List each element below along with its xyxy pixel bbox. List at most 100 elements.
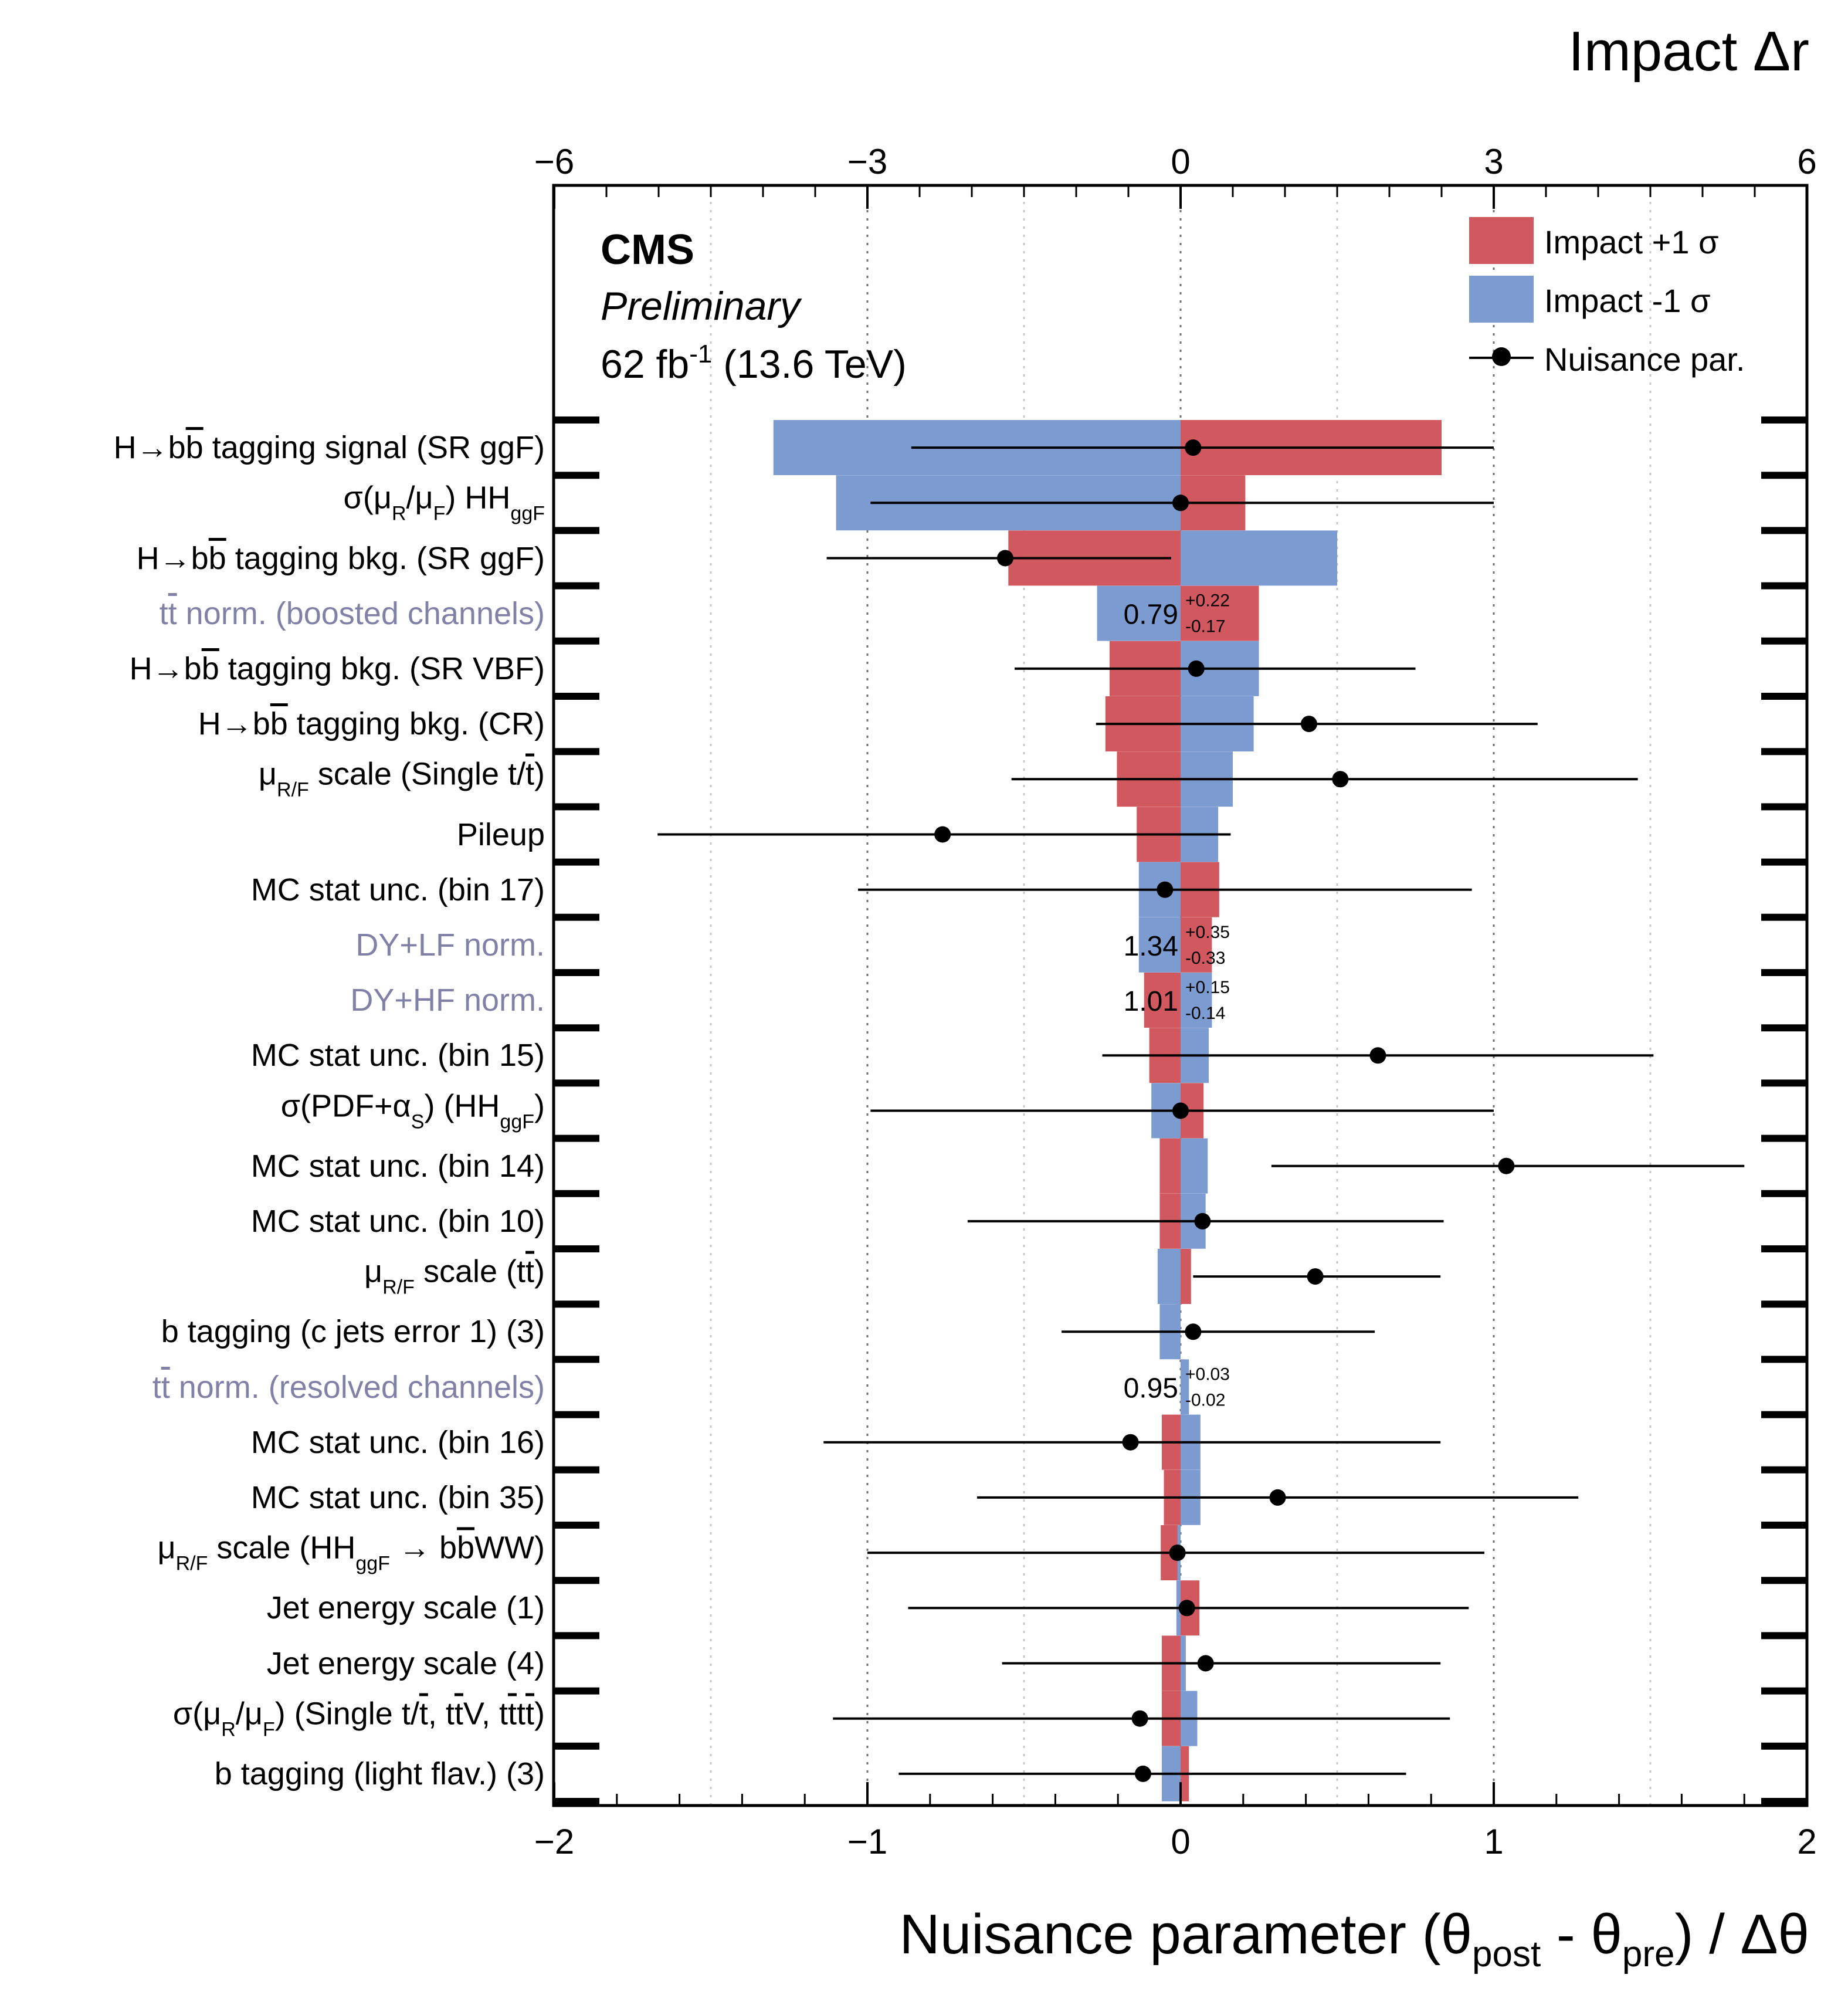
row-label: MC stat unc. (bin 14) bbox=[250, 1148, 545, 1184]
np-point bbox=[1172, 1102, 1189, 1119]
np-point bbox=[934, 826, 951, 843]
rate-value: 0.79 bbox=[1124, 599, 1178, 631]
np-point bbox=[1498, 1157, 1515, 1174]
bottom-title-c: ) / Δθ bbox=[1674, 1903, 1810, 1966]
lumi-value: 62 fb bbox=[601, 342, 690, 387]
row-label: Jet energy scale (1) bbox=[266, 1590, 545, 1626]
bottom-title-sub2: pre bbox=[1622, 1934, 1675, 1974]
row-label: tt norm. (boosted channels) bbox=[159, 595, 545, 631]
rate-up: +0.03 bbox=[1185, 1365, 1230, 1384]
bottom-axis-tick-label: 2 bbox=[1797, 1822, 1816, 1861]
experiment-label: CMS Preliminary 62 fb-1 (13.6 TeV) bbox=[601, 229, 907, 384]
top-axis-tick-label: 6 bbox=[1797, 142, 1816, 181]
row-label: MC stat unc. (bin 10) bbox=[250, 1203, 545, 1239]
row-label: DY+LF norm. bbox=[355, 927, 545, 963]
row-label: μR/F scale (Single t/t) bbox=[258, 756, 545, 801]
top-axis-tick-label: 3 bbox=[1484, 142, 1503, 181]
row-label: Jet energy scale (4) bbox=[266, 1645, 545, 1681]
row-label: H→bb tagging signal (SR ggF) bbox=[113, 430, 545, 466]
legend-dot-np bbox=[1492, 347, 1511, 366]
np-point bbox=[1172, 494, 1189, 512]
np-point bbox=[1185, 1323, 1202, 1340]
rate-value: 1.01 bbox=[1124, 986, 1178, 1017]
np-point bbox=[1185, 439, 1202, 456]
legend-swatch-minus bbox=[1469, 276, 1534, 323]
row-label: H→bb tagging bkg. (CR) bbox=[198, 706, 545, 742]
row-label: σ(μR/μF) HHggF bbox=[343, 480, 545, 525]
impact-bar-minus bbox=[1157, 1249, 1181, 1304]
np-point bbox=[1197, 1655, 1214, 1672]
row-label: MC stat unc. (bin 16) bbox=[250, 1424, 545, 1460]
rate-down: -0.02 bbox=[1185, 1391, 1225, 1410]
np-point bbox=[996, 550, 1013, 567]
bottom-axis-tick-label: 0 bbox=[1171, 1822, 1190, 1861]
top-axis-tick-label: 0 bbox=[1171, 142, 1190, 181]
bottom-title-a: Nuisance parameter (θ bbox=[899, 1903, 1472, 1966]
row-label: H→bb tagging bkg. (SR ggF) bbox=[136, 540, 545, 576]
row-label: σ(PDF+αS) (HHggF) bbox=[280, 1088, 545, 1133]
bottom-axis-title: Nuisance parameter (θpost - θpre) / Δθ bbox=[900, 1906, 1809, 1973]
legend-marker-np bbox=[1469, 347, 1534, 366]
row-label: MC stat unc. (bin 15) bbox=[250, 1038, 545, 1073]
cms-label: CMS bbox=[601, 226, 694, 273]
bottom-axis-tick-label: −1 bbox=[847, 1822, 887, 1861]
np-point bbox=[1269, 1489, 1286, 1506]
top-axis-title: Impact Δr bbox=[1568, 20, 1809, 83]
impact-bar-minus bbox=[1181, 530, 1337, 586]
impact-bar-plus bbox=[1144, 973, 1181, 1028]
row-label: σ(μR/μF) (Single t/t, ttV, tttt) bbox=[172, 1696, 545, 1741]
top-axis-tick-label: −3 bbox=[847, 142, 887, 181]
np-point bbox=[1188, 660, 1205, 677]
np-point bbox=[1169, 1544, 1186, 1562]
legend-label-minus: Impact -1 σ bbox=[1544, 282, 1711, 319]
rate-down: -0.33 bbox=[1185, 949, 1225, 968]
np-point bbox=[1122, 1434, 1139, 1451]
row-label: b tagging (c jets error 1) (3) bbox=[161, 1314, 545, 1350]
rate-up: +0.35 bbox=[1185, 923, 1230, 942]
row-label: tt norm. (resolved channels) bbox=[152, 1369, 545, 1405]
np-point bbox=[1134, 1765, 1151, 1782]
np-point bbox=[1332, 771, 1349, 788]
rate-value: 0.95 bbox=[1124, 1373, 1178, 1404]
top-axis-tick-label: −6 bbox=[534, 142, 574, 181]
bottom-axis-tick-label: 1 bbox=[1484, 1822, 1503, 1861]
energy-value: (13.6 TeV) bbox=[712, 342, 907, 387]
row-label: μR/F scale (tt) bbox=[364, 1254, 545, 1299]
rate-down: -0.14 bbox=[1185, 1004, 1225, 1023]
bottom-title-sub1: post bbox=[1471, 1934, 1541, 1974]
np-point bbox=[1194, 1212, 1211, 1229]
row-label: Pileup bbox=[456, 817, 545, 852]
row-label: MC stat unc. (bin 35) bbox=[250, 1479, 545, 1515]
rate-up: +0.15 bbox=[1185, 978, 1230, 997]
np-point bbox=[1369, 1047, 1386, 1064]
impact-bar-plus bbox=[1181, 585, 1259, 641]
np-point bbox=[1157, 881, 1174, 898]
rate-down: -0.17 bbox=[1185, 617, 1225, 636]
impact-bar-minus bbox=[1181, 1359, 1189, 1415]
bottom-axis-tick-label: −2 bbox=[534, 1822, 574, 1861]
bottom-title-b: - θ bbox=[1541, 1903, 1622, 1966]
impact-bar-minus bbox=[1138, 917, 1181, 973]
np-point bbox=[1300, 716, 1317, 733]
legend-label-np: Nuisance par. bbox=[1544, 341, 1745, 378]
impact-bar-minus bbox=[1097, 585, 1181, 641]
impact-bar-plus bbox=[1181, 1249, 1191, 1304]
rate-value: 1.34 bbox=[1124, 931, 1178, 962]
rate-up: +0.22 bbox=[1185, 591, 1230, 611]
impact-bar-minus bbox=[1181, 973, 1212, 1028]
row-label: H→bb tagging bkg. (SR VBF) bbox=[129, 651, 545, 686]
legend-swatch-plus bbox=[1469, 217, 1534, 264]
preliminary-label: Preliminary bbox=[601, 284, 801, 328]
lumi-exponent: -1 bbox=[689, 340, 713, 368]
impact-bar-minus bbox=[1181, 1138, 1208, 1194]
row-label: b tagging (light flav.) (3) bbox=[214, 1756, 545, 1791]
row-label: DY+HF norm. bbox=[350, 983, 545, 1018]
row-label: MC stat unc. (bin 17) bbox=[250, 872, 545, 907]
row-label: μR/F scale (HHggF → bbWW) bbox=[157, 1530, 545, 1575]
np-point bbox=[1178, 1600, 1195, 1617]
np-point bbox=[1131, 1710, 1148, 1727]
impact-bar-plus bbox=[1159, 1138, 1181, 1194]
legend-label-plus: Impact +1 σ bbox=[1544, 223, 1719, 260]
